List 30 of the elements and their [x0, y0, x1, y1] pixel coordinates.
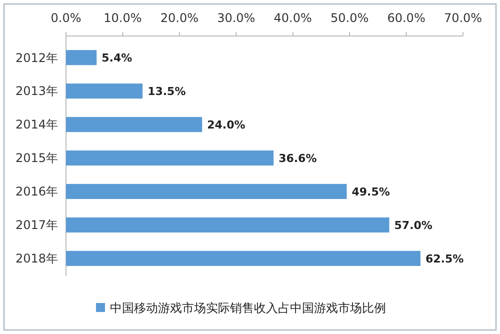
text: 24.0%: [207, 118, 246, 132]
y-tick-label: 2013年: [15, 84, 58, 98]
y-tick-label: 2017年: [15, 218, 58, 232]
y-tick-label: 2014年: [15, 118, 58, 132]
y-tick-label: 2015年: [15, 151, 58, 166]
x-tick-label: 10.0%: [104, 11, 142, 25]
text: 5.4%: [102, 51, 132, 64]
bar: [66, 116, 202, 132]
bar: [66, 50, 97, 66]
x-tick-label: 60.0%: [387, 11, 426, 25]
text: 62.5%: [425, 252, 464, 266]
text: 13.5%: [148, 84, 186, 98]
bar: [66, 84, 143, 99]
bar: [66, 250, 420, 266]
y-tick-label: 2018年: [15, 252, 58, 266]
bar: [66, 150, 274, 166]
x-tick-label: 30.0%: [217, 11, 256, 25]
x-tick-label: 40.0%: [274, 11, 312, 25]
x-tick-label: 50.0%: [330, 11, 369, 25]
text: 49.5%: [352, 185, 390, 198]
text: 36.6%: [278, 152, 317, 165]
x-tick-label: 0.0%: [50, 11, 82, 25]
x-tick-label: 70.0%: [444, 11, 482, 25]
text: 57.0%: [394, 218, 432, 232]
x-tick-label: 20.0%: [160, 11, 198, 25]
bar: [66, 184, 347, 200]
y-tick-label: 2012年: [15, 50, 58, 65]
y-tick-label: 2016年: [15, 184, 58, 199]
bar: [66, 217, 390, 232]
legend-label: 中国移动游戏市场实际销售收入占中国游戏市场比例: [110, 301, 386, 316]
